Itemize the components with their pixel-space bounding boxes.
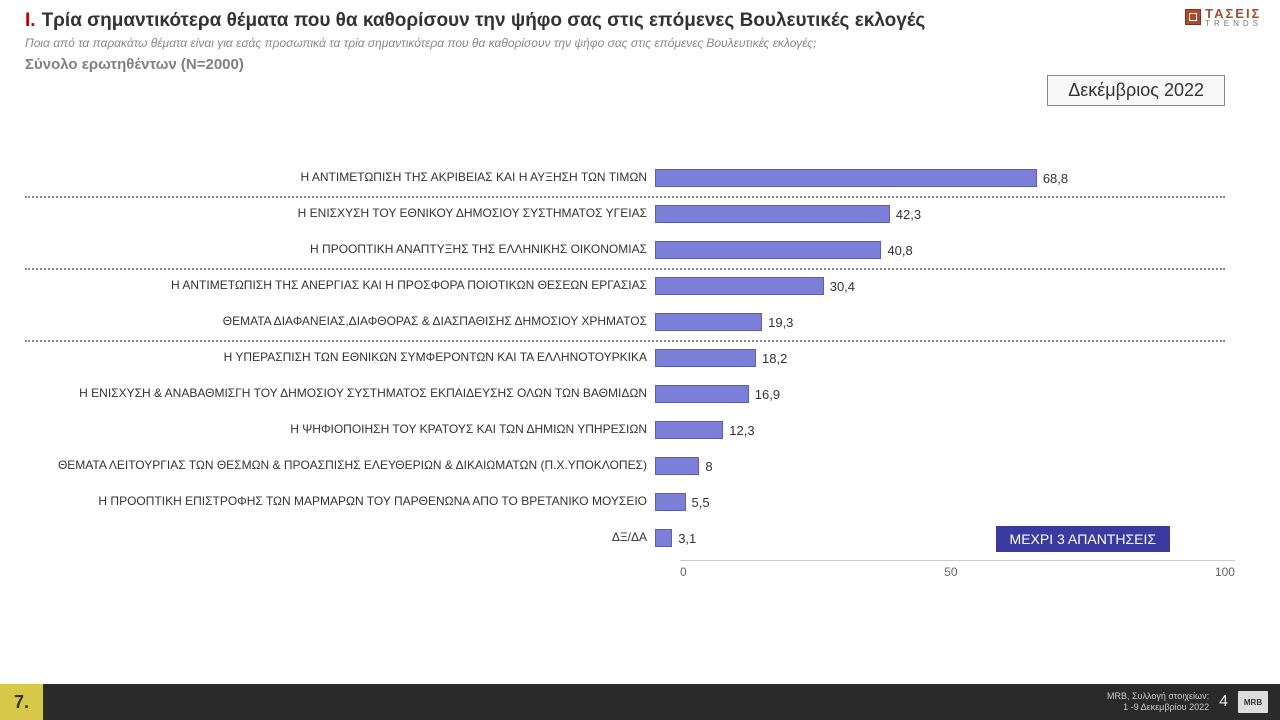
footer-meta-dates: 1 -9 Δεκεμβρίου 2022 <box>1107 702 1209 713</box>
bar-value: 30,4 <box>830 279 855 294</box>
bar-label: ΘΕΜΑΤΑ ΛΕΙΤΟΥΡΓΙΑΣ ΤΩΝ ΘΕΣΜΩΝ & ΠΡΟΑΣΠΙΣ… <box>25 459 655 473</box>
chart-bar <box>655 421 723 439</box>
subtitle-question: Ποια από τα παρακάτω θέματα είναι για εσ… <box>25 36 1255 50</box>
chart-row: Η ΨΗΦΙΟΠΟΙΗΣΗ ΤΟΥ ΚΡΑΤΟΥΣ ΚΑΙ ΤΩΝ ΔΗΜΙΩΝ… <box>25 412 1225 448</box>
section-number: Ι. <box>25 10 36 32</box>
bar-value: 3,1 <box>678 531 696 546</box>
bar-label: Η ΑΝΤΙΜΕΤΩΠΙΣΗ ΤΗΣ ΑΚΡΙΒΕΙΑΣ ΚΑΙ Η ΑΥΞΗΣ… <box>25 171 655 185</box>
chart-row: Η ΕΝΙΣΧΥΣΗ ΤΟΥ ΕΘΝΙΚΟΥ ΔΗΜΟΣΙΟΥ ΣΥΣΤΗΜΑΤ… <box>25 196 1225 232</box>
chart-bar <box>655 529 672 547</box>
axis-tick: 0 <box>680 565 687 579</box>
chart-bar <box>655 349 756 367</box>
bar-label: ΘΕΜΑΤΑ ΔΙΑΦΑΝΕΙΑΣ,ΔΙΑΦΘΟΡΑΣ & ΔΙΑΣΠΑΘΙΣΗ… <box>25 315 655 329</box>
chart-bar <box>655 169 1037 187</box>
bar-label: Η ΠΡΟΟΠΤΙΚΗ ΑΝΑΠΤΥΞΗΣ ΤΗΣ ΕΛΛΗΝΙΚΗΣ ΟΙΚΟ… <box>25 243 655 257</box>
bar-value: 5,5 <box>692 495 710 510</box>
date-badge: Δεκέμβριος 2022 <box>1047 75 1225 106</box>
chart-bar <box>655 493 686 511</box>
axis-tick: 100 <box>1215 565 1235 579</box>
bar-label: Η ΨΗΦΙΟΠΟΙΗΣΗ ΤΟΥ ΚΡΑΤΟΥΣ ΚΑΙ ΤΩΝ ΔΗΜΙΩΝ… <box>25 423 655 437</box>
chart-bar <box>655 205 890 223</box>
x-axis: 0 50 100 <box>680 560 1235 579</box>
bar-value: 40,8 <box>887 243 912 258</box>
mrb-logo: MRB <box>1238 691 1268 713</box>
bar-label: Η ΠΡΟΟΠΤΙΚΗ ΕΠΙΣΤΡΟΦΗΣ ΤΩΝ ΜΑΡΜΑΡΩΝ ΤΟΥ … <box>25 495 655 509</box>
bar-label: Η ΕΝΙΣΧΥΣΗ & ΑΝΑΒΑΘΜΙΣΓΗ ΤΟΥ ΔΗΜΟΣΙΟΥ ΣΥ… <box>25 387 655 401</box>
header: Ι. Τρία σημαντικότερα θέματα που θα καθο… <box>0 0 1280 73</box>
chart-row: Η ΑΝΤΙΜΕΤΩΠΙΣΗ ΤΗΣ ΑΝΕΡΓΙΑΣ ΚΑΙ Η ΠΡΟΣΦΟ… <box>25 268 1225 304</box>
bar-value: 8 <box>705 459 712 474</box>
chart-row: Η ΠΡΟΟΠΤΙΚΗ ΕΠΙΣΤΡΟΦΗΣ ΤΩΝ ΜΑΡΜΑΡΩΝ ΤΟΥ … <box>25 484 1225 520</box>
chart-bar <box>655 241 881 259</box>
chart-row: Η ΕΝΙΣΧΥΣΗ & ΑΝΑΒΑΘΜΙΣΓΗ ΤΟΥ ΔΗΜΟΣΙΟΥ ΣΥ… <box>25 376 1225 412</box>
chart-row: Η ΑΝΤΙΜΕΤΩΠΙΣΗ ΤΗΣ ΑΚΡΙΒΕΙΑΣ ΚΑΙ Η ΑΥΞΗΣ… <box>25 160 1225 196</box>
bar-chart: Η ΑΝΤΙΜΕΤΩΠΙΣΗ ΤΗΣ ΑΚΡΙΒΕΙΑΣ ΚΑΙ Η ΑΥΞΗΣ… <box>25 160 1225 556</box>
bar-label: ΔΞ/ΔΑ <box>25 531 655 545</box>
answers-note: ΜΕΧΡΙ 3 ΑΠΑΝΤΗΣΕΙΣ <box>996 526 1170 552</box>
bar-value: 19,3 <box>768 315 793 330</box>
chart-row: Η ΠΡΟΟΠΤΙΚΗ ΑΝΑΠΤΥΞΗΣ ΤΗΣ ΕΛΛΗΝΙΚΗΣ ΟΙΚΟ… <box>25 232 1225 268</box>
bar-label: Η ΥΠΕΡΑΣΠΙΣΗ ΤΩΝ ΕΘΝΙΚΩΝ ΣΥΜΦΕΡΟΝΤΩΝ ΚΑΙ… <box>25 351 655 365</box>
brand-logo: ΤΑΣΕΙΣ TRENDS <box>1185 6 1262 28</box>
bar-value: 18,2 <box>762 351 787 366</box>
brand-icon <box>1185 9 1201 25</box>
brand-sub: TRENDS <box>1205 19 1262 28</box>
chart-bar <box>655 457 699 475</box>
bar-value: 12,3 <box>729 423 754 438</box>
page-title: Τρία σημαντικότερα θέματα που θα καθορίσ… <box>42 10 1255 32</box>
outer-slide-number: 7. <box>0 684 43 720</box>
bar-value: 16,9 <box>755 387 780 402</box>
chart-bar <box>655 385 749 403</box>
page-number: 4 <box>1219 693 1228 711</box>
chart-row: ΘΕΜΑΤΑ ΔΙΑΦΑΝΕΙΑΣ,ΔΙΑΦΘΟΡΑΣ & ΔΙΑΣΠΑΘΙΣΗ… <box>25 304 1225 340</box>
bar-label: Η ΑΝΤΙΜΕΤΩΠΙΣΗ ΤΗΣ ΑΝΕΡΓΙΑΣ ΚΑΙ Η ΠΡΟΣΦΟ… <box>25 279 655 293</box>
chart-row: Η ΥΠΕΡΑΣΠΙΣΗ ΤΩΝ ΕΘΝΙΚΩΝ ΣΥΜΦΕΡΟΝΤΩΝ ΚΑΙ… <box>25 340 1225 376</box>
chart-row: ΘΕΜΑΤΑ ΛΕΙΤΟΥΡΓΙΑΣ ΤΩΝ ΘΕΣΜΩΝ & ΠΡΟΑΣΠΙΣ… <box>25 448 1225 484</box>
footer-meta-source: MRB, Συλλογή στοιχείων: <box>1107 691 1209 702</box>
chart-bar <box>655 313 762 331</box>
bar-label: Η ΕΝΙΣΧΥΣΗ ΤΟΥ ΕΘΝΙΚΟΥ ΔΗΜΟΣΙΟΥ ΣΥΣΤΗΜΑΤ… <box>25 207 655 221</box>
footer-bar: 7. MRB, Συλλογή στοιχείων: 1 -9 Δεκεμβρί… <box>0 684 1280 720</box>
axis-tick: 50 <box>944 565 957 579</box>
bar-value: 68,8 <box>1043 171 1068 186</box>
chart-bar <box>655 277 824 295</box>
bar-value: 42,3 <box>896 207 921 222</box>
sample-size: Σύνολο ερωτηθέντων (Ν=2000) <box>25 56 1255 73</box>
